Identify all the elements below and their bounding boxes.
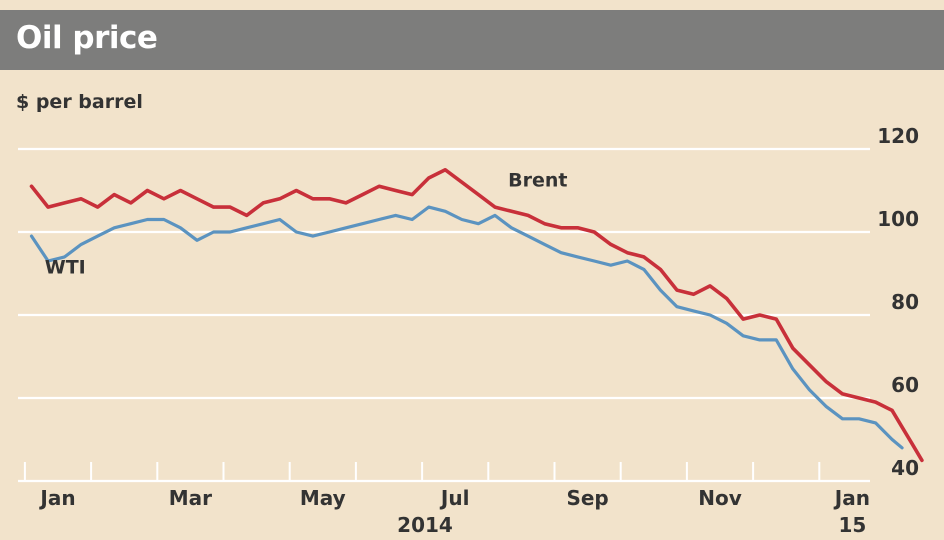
series-label-brent: Brent bbox=[508, 169, 567, 191]
series-lines bbox=[29, 168, 924, 463]
series-line-wti bbox=[29, 205, 904, 450]
y-tick-label-100: 100 bbox=[877, 207, 919, 231]
series-labels: Brent WTI bbox=[45, 169, 568, 278]
y-axis-unit-label: $ per barrel bbox=[16, 91, 143, 113]
x-tick-label-5: Nov bbox=[698, 486, 742, 510]
x-year-label: 2014 bbox=[397, 513, 453, 537]
x-tick-label-6: Jan bbox=[833, 486, 870, 510]
y-tick-label-40: 40 bbox=[891, 456, 919, 480]
x-tick-label-1: Mar bbox=[169, 486, 212, 510]
y-tick-label-60: 60 bbox=[891, 373, 919, 397]
title-bar bbox=[0, 10, 944, 70]
x-tick-label-4: Sep bbox=[566, 486, 608, 510]
x-tick-label-0: Jan bbox=[38, 486, 75, 510]
x-tick-sublabel-6: 15 bbox=[838, 513, 866, 537]
x-tick-label-2: May bbox=[300, 486, 346, 510]
y-axis-ticks: 40 60 80 100 120 bbox=[877, 124, 919, 480]
x-axis: Jan Mar May Jul Sep Nov Jan 15 2014 bbox=[18, 462, 870, 537]
y-tick-label-80: 80 bbox=[891, 290, 919, 314]
series-label-wti: WTI bbox=[45, 257, 86, 279]
x-tick-label-3: Jul bbox=[439, 486, 470, 510]
chart-title: Oil price bbox=[16, 20, 158, 56]
series-line-brent bbox=[29, 168, 924, 463]
gridlines bbox=[18, 147, 870, 400]
y-tick-label-120: 120 bbox=[877, 124, 919, 148]
